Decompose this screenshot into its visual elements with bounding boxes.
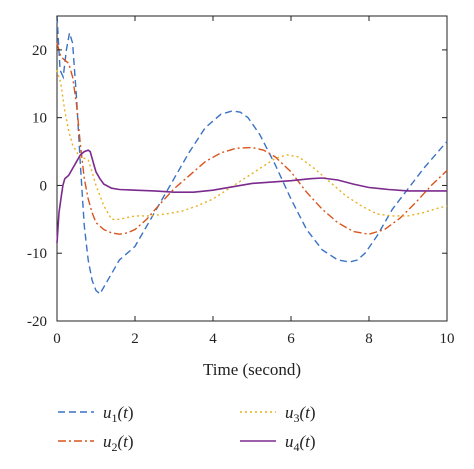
x-tick-label: 6 <box>287 331 295 347</box>
x-tick-label: 2 <box>131 331 139 347</box>
x-tick-label: 0 <box>53 331 61 347</box>
x-axis-label: Time (second) <box>203 360 301 379</box>
y-axis: -20 -10 0 10 20 <box>27 43 447 330</box>
series-line-u4 <box>56 149 447 244</box>
y-tick-label: 20 <box>32 43 47 59</box>
y-tick-label: 10 <box>32 111 47 127</box>
series-layer <box>56 15 448 295</box>
x-axis: 0 2 4 6 8 10 <box>53 16 455 347</box>
legend-label-u2: u2(t) <box>103 432 134 454</box>
y-tick-label: -20 <box>27 314 47 330</box>
legend-label-u3: u3(t) <box>285 403 316 425</box>
x-tick-label: 8 <box>365 331 373 347</box>
plot-area <box>56 15 448 322</box>
x-tick-label: 4 <box>209 331 217 347</box>
y-tick-label: 0 <box>40 178 48 194</box>
plot-border <box>56 15 448 322</box>
legend-label-u1: u1(t) <box>103 403 134 425</box>
series-line-u1 <box>56 15 448 295</box>
legend-label-u4: u4(t) <box>285 432 316 454</box>
legend: u1(t) u3(t) u2(t) u4(t) <box>58 403 316 454</box>
y-tick-label: -10 <box>27 246 47 262</box>
x-tick-label: 10 <box>440 331 455 347</box>
